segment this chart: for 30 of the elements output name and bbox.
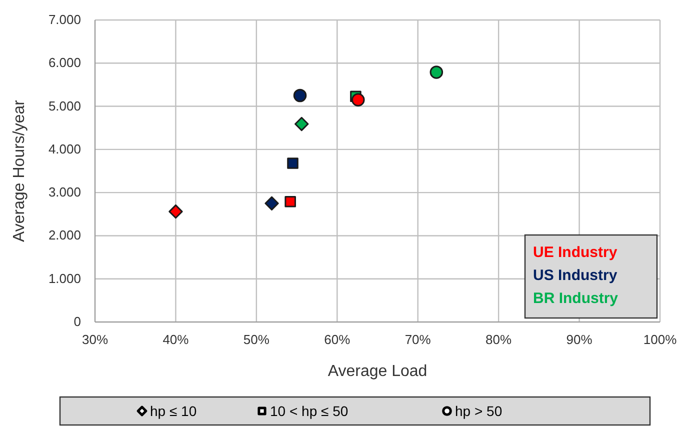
x-tick-label: 70% [404, 332, 432, 347]
x-tick-label: 100% [643, 332, 678, 347]
y-tick-label: 7.000 [48, 12, 81, 27]
y-tick-label: 6.000 [48, 55, 81, 70]
text: hp ≤ 10 [150, 403, 197, 419]
point [351, 93, 365, 106]
point [264, 196, 279, 210]
x-axis-title: Average Load [328, 363, 428, 380]
text: hp > 50 [455, 403, 502, 419]
y-tick-label: 4.000 [48, 141, 81, 156]
point [430, 66, 444, 79]
x-tick-label: 40% [162, 332, 190, 347]
text: BR Industry [533, 290, 619, 307]
text: UE Industry [533, 244, 618, 261]
text: 10 < hp ≤ 50 [270, 403, 348, 419]
x-tick-label: 50% [243, 332, 270, 347]
y-axis-title: Average Hours/year [11, 99, 28, 242]
point [168, 204, 183, 219]
y-tick-label: 5.000 [48, 98, 81, 114]
x-tick-label: 80% [486, 332, 512, 347]
x-tick-label: 90% [566, 332, 593, 347]
y-tick-label: 1.000 [48, 270, 81, 286]
text: US Industry [533, 267, 618, 284]
point [294, 116, 309, 132]
x-tick-label: 30% [82, 332, 108, 347]
y-tick-label: 2.000 [48, 228, 81, 243]
point [293, 88, 307, 102]
y-tick-label: 0 [74, 314, 81, 329]
x-tick-label: 60% [324, 332, 351, 347]
y-tick-label: 3.000 [48, 184, 81, 200]
